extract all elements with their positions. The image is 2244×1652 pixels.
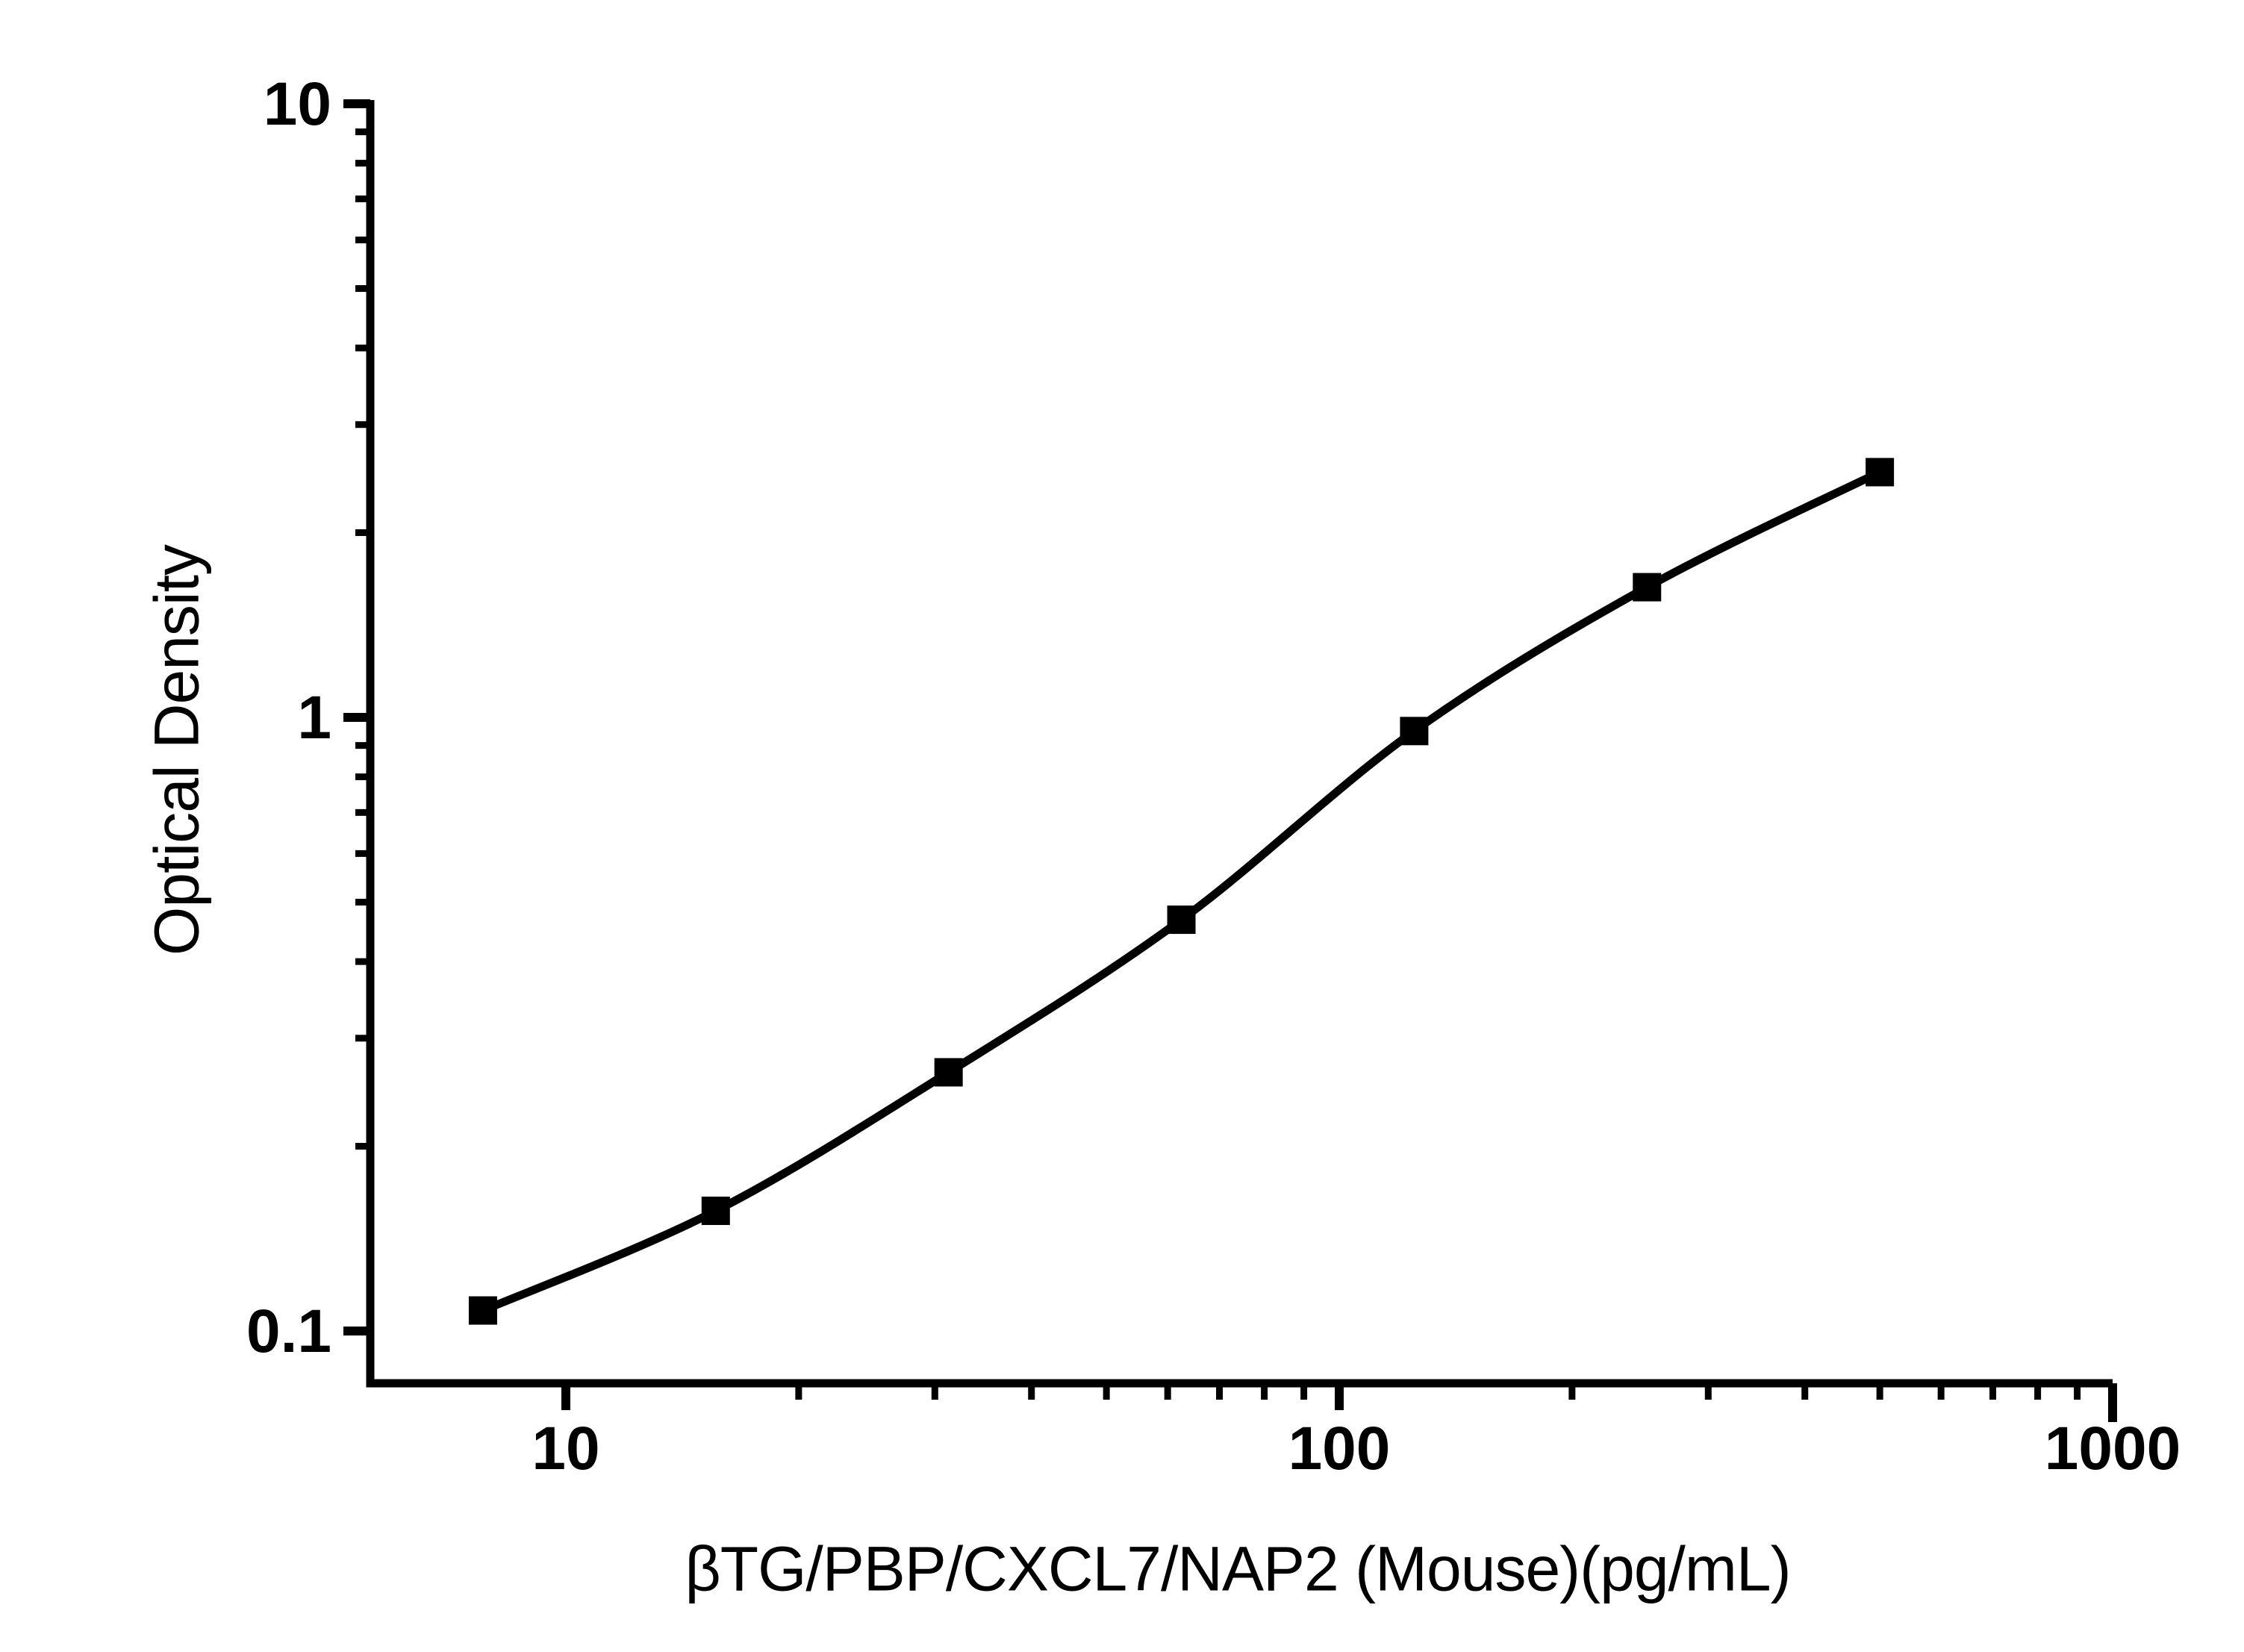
data-point-marker: [1633, 573, 1662, 602]
axis-spines: [366, 100, 2113, 1388]
y-tick-label: 10: [264, 70, 331, 138]
data-point-marker: [701, 1196, 730, 1225]
y-axis-title: Optical Density: [141, 545, 212, 956]
standard-curve-line: [481, 468, 1882, 1315]
data-point-marker: [934, 1058, 963, 1087]
x-tick-label: 1000: [2045, 1415, 2181, 1483]
y-tick-label: 1: [297, 684, 331, 752]
x-tick-label: 100: [1288, 1415, 1391, 1483]
y-tick-label: 0.1: [246, 1297, 331, 1365]
data-point-marker: [1866, 458, 1895, 487]
data-point-marker: [468, 1296, 497, 1325]
data-point-marker: [1167, 906, 1196, 935]
data-point-marker: [1400, 717, 1429, 746]
x-axis-title: βTG/PBP/CXCL7/NAP2 (Mouse)(pg/mL): [685, 1533, 1791, 1604]
x-tick-label: 10: [532, 1415, 599, 1483]
